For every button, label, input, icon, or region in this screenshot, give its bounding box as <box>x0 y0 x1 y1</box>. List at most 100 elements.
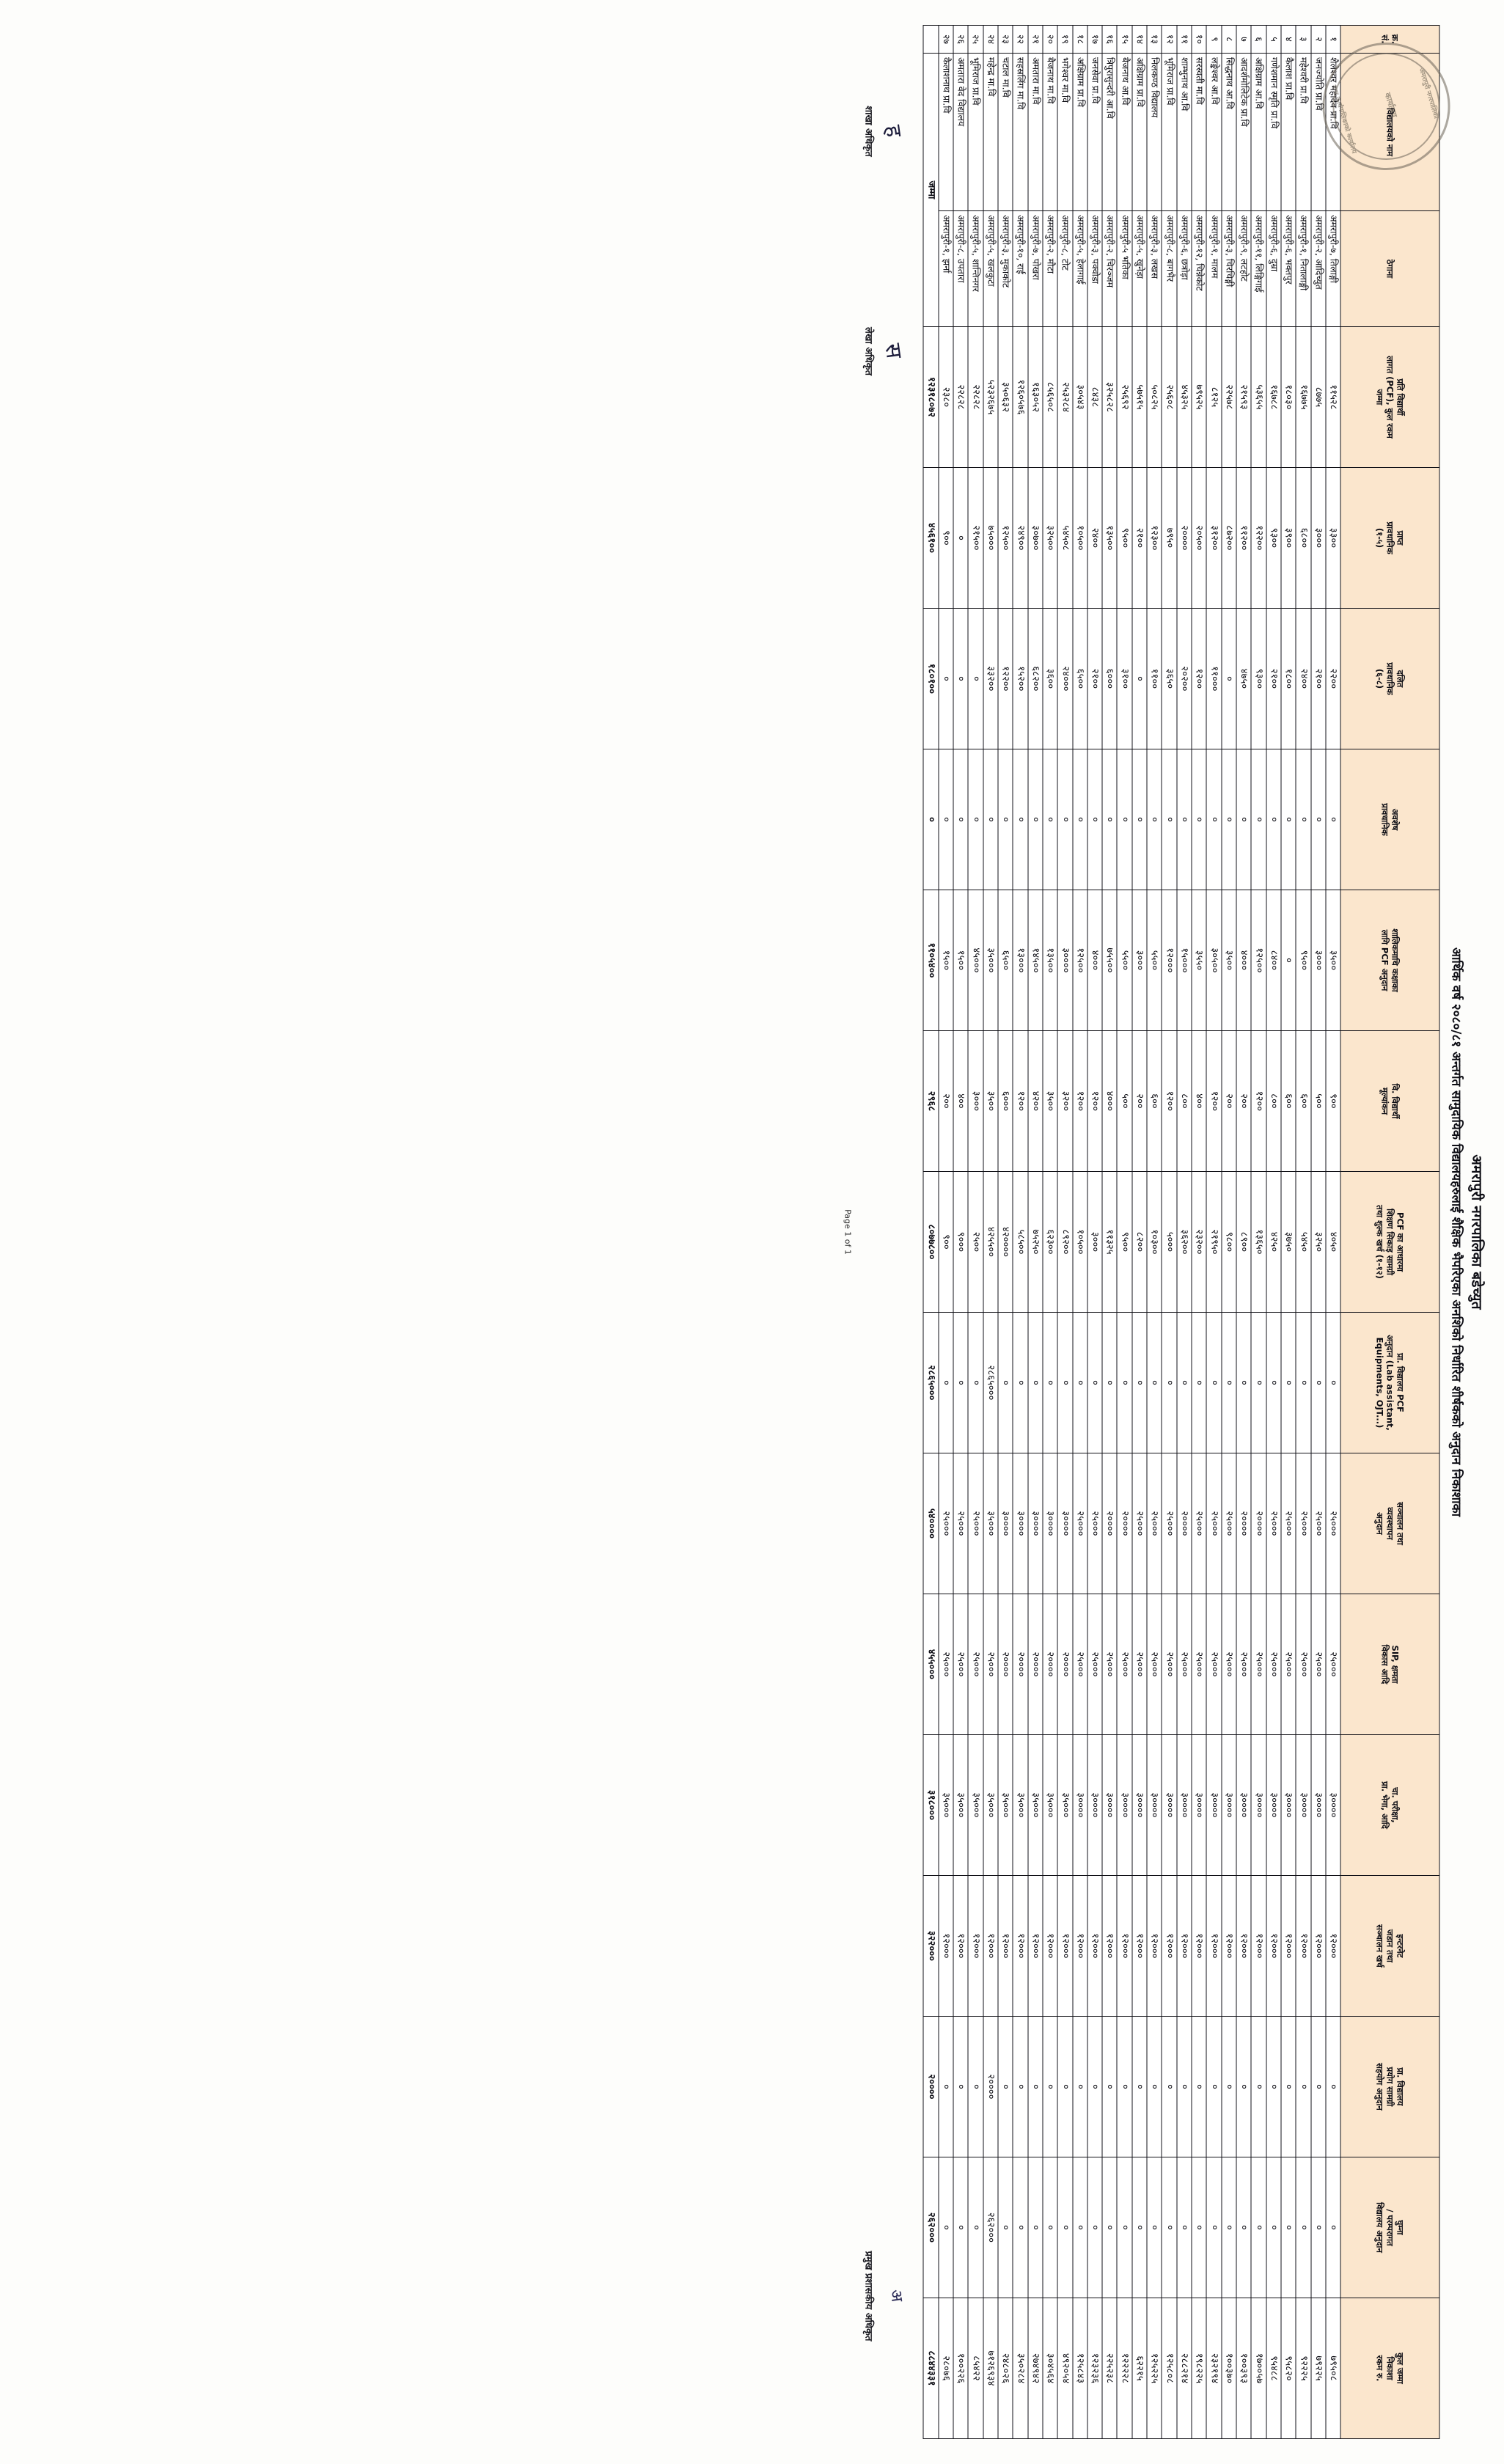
cell-avashesh: ० <box>967 749 983 890</box>
cell-pcf_1_5: ९३०० <box>1266 467 1281 609</box>
cell-grand: ७१२६९३४ <box>983 2298 998 2439</box>
cell-internet: १२००० <box>1012 1875 1028 2017</box>
cell-grand: २२५२३८ <box>1101 2298 1117 2439</box>
organization-title: अमरापुरी नगरपालिका बडेच्युत <box>1468 1154 1484 1310</box>
cell-sip: २५००० <box>1101 1594 1117 1735</box>
cell-pcf_1_5: १२३०० <box>1146 467 1162 609</box>
signature-label: प्रमुख प्रशासकीय अधिकृत <box>862 2251 874 2342</box>
cell-place: अमरापुरी-७, पोखरा <box>1027 210 1043 327</box>
table-row: १४ अक्षिग्राम प्रा.वि अमरापुरी-५, खुनेड़ा ५… <box>1131 25 1147 2439</box>
cell-mgmt_pcf: ३५०० <box>1221 890 1236 1031</box>
cell-school: अमतारा मा.वि <box>1027 53 1043 211</box>
cell-sn: २४ <box>983 25 998 54</box>
cell-pcf_fee: १०५०० <box>1072 1171 1087 1313</box>
cell-grand: १२३२३६ <box>1087 2298 1102 2439</box>
cell-sci_eval: २०० <box>938 1030 953 1172</box>
cell-mgmt_pcf: ८४०० <box>1266 890 1281 1031</box>
grant-distribution-table: क्र. सं. विद्यालयको नाम ठेगाना प्रति विद्यार… <box>922 25 1439 2439</box>
table-row: ६ अक्षिग्राम आ.वि अमरापुरी-११, लिङ्गिगाई ५३… <box>1250 25 1266 2439</box>
column-header-pcf_fee: PCF का आधारमा शिक्षण सिकाइ सामग्री तथा शुल… <box>1340 1171 1439 1313</box>
cell-sn: ११ <box>1176 25 1192 54</box>
cell-school: सरस्वती मा.वि <box>1191 53 1206 211</box>
cell-pcf_total: १६७७५ <box>1295 326 1311 468</box>
cell-pcf_fee: ८९०० <box>1236 1171 1251 1313</box>
cell-place: अमरापुरी-५, खुनेड़ा <box>1131 210 1147 327</box>
cell-pcf_6_8: ११००० <box>1206 608 1222 749</box>
cell-mgmt_oper: ३०००० <box>1042 1453 1057 1594</box>
cell-misc: ३५००० <box>967 1734 983 1876</box>
cell-matl_grant: ० <box>1087 2016 1102 2157</box>
cell-avashesh: ० <box>1012 749 1028 890</box>
cell-place: अमरापुरी-५, शान्तिनगर <box>967 210 983 327</box>
cell-internet: १२००० <box>1101 1875 1117 2017</box>
cell-sn: १५ <box>1117 25 1132 54</box>
cell-misc: ३०००० <box>1161 1734 1177 1876</box>
cell-matl_grant: ० <box>1266 2016 1281 2157</box>
total-pcf_total: १२३१८०७२ <box>922 326 939 468</box>
cell-internet: १२००० <box>938 1875 953 2017</box>
cell-other: ० <box>1101 2157 1117 2298</box>
cell-avashesh: ० <box>1027 749 1043 890</box>
cell-pcf_1_5: ६८०० <box>1295 467 1311 609</box>
cell-lab_grant: ० <box>1161 1312 1177 1453</box>
cell-sci_eval: ८०० <box>1176 1030 1192 1172</box>
cell-misc: ३०००० <box>1325 1734 1340 1876</box>
cell-pcf_fee: ९८०० <box>1221 1171 1236 1313</box>
cell-sn: ३ <box>1295 25 1311 54</box>
cell-pcf_1_5: ११२०० <box>1236 467 1251 609</box>
cell-mgmt_pcf: ३००० <box>1310 890 1326 1031</box>
cell-avashesh: ० <box>1310 749 1326 890</box>
cell-misc: ३०००० <box>1101 1734 1117 1876</box>
cell-sci_eval: ३२०० <box>1057 1030 1073 1172</box>
cell-sip: २५००० <box>967 1594 983 1735</box>
cell-lab_grant: ० <box>1310 1312 1326 1453</box>
cell-internet: १२००० <box>1325 1875 1340 2017</box>
cell-internet: १२००० <box>1131 1875 1147 2017</box>
signature-mark: ह <box>879 123 907 139</box>
cell-mgmt_oper: २५००० <box>1087 1453 1102 1594</box>
table-row: १० सरस्वती मा.वि अमरापुरी-१२, चिन्नेकोट ७९५… <box>1191 25 1206 2439</box>
cell-misc: ३०००० <box>1280 1734 1296 1876</box>
cell-pcf_6_8: ४७५० <box>1236 608 1251 749</box>
cell-matl_grant: ० <box>1206 2016 1222 2157</box>
cell-sn: २३ <box>997 25 1013 54</box>
cell-pcf_fee: ३६२०० <box>1176 1171 1192 1313</box>
total-grand: ८८४४३३१ <box>922 2298 939 2439</box>
cell-sci_eval: ५०० <box>1117 1030 1132 1172</box>
column-header-school: विद्यालयको नाम <box>1340 53 1439 211</box>
cell-lab_grant: ० <box>938 1312 953 1453</box>
cell-matl_grant: २०००० <box>983 2016 998 2157</box>
cell-matl_grant: ० <box>1191 2016 1206 2157</box>
cell-internet: १२००० <box>1236 1875 1251 2017</box>
cell-mgmt_pcf: ७५५०० <box>1101 890 1117 1031</box>
cell-sci_eval: ३५०० <box>1042 1030 1057 1172</box>
cell-school: भगेश्वर मा.वि <box>1057 53 1073 211</box>
cell-pcf_total: ८५६५०८ <box>1042 326 1057 468</box>
cell-other: ० <box>1027 2157 1043 2298</box>
cell-pcf_total: ३५०६३२ <box>997 326 1013 468</box>
cell-sip: २५००० <box>1191 1594 1206 1735</box>
table-header-row: क्र. सं. विद्यालयको नाम ठेगाना प्रति विद्यार… <box>1340 25 1439 2439</box>
cell-sip: २५००० <box>1250 1594 1266 1735</box>
cell-grand: १००३९३ <box>1236 2298 1251 2439</box>
cell-avashesh: ० <box>1295 749 1311 890</box>
cell-school: शाम्भुनाथ आ.वि <box>1176 53 1192 211</box>
cell-pcf_1_5: ३९०० <box>1280 467 1296 609</box>
cell-pcf_6_8: ३६५० <box>1161 608 1177 749</box>
cell-place: अमरापुरी-६, छत्रोड़ा <box>1176 210 1192 327</box>
cell-sip: २५००० <box>953 1594 968 1735</box>
cell-internet: १२००० <box>1266 1875 1281 2017</box>
cell-place: अमरापुरी-११, लिङ्गिगाई <box>1250 210 1266 327</box>
cell-lab_grant: ० <box>997 1312 1013 1453</box>
cell-other: ० <box>1012 2157 1028 2298</box>
cell-sci_eval: ४०० <box>953 1030 968 1172</box>
cell-pcf_total: २२५७८ <box>1221 326 1236 468</box>
cell-place: अमरापुरी-७, तिलाङ्गी <box>1325 210 1340 327</box>
table-row: १५ बैजनाथ आ.वि अमरापुरी-५ भतिका २५६९२ ९५०० ३१… <box>1117 25 1132 2439</box>
cell-lab_grant: ० <box>1176 1312 1192 1453</box>
cell-matl_grant: ० <box>1072 2016 1087 2157</box>
cell-internet: १२००० <box>1221 1875 1236 2017</box>
cell-sip: २०००० <box>1012 1594 1028 1735</box>
cell-pcf_total: ३२५८२८ <box>1101 326 1117 468</box>
total-label: जम्मा <box>922 53 939 327</box>
